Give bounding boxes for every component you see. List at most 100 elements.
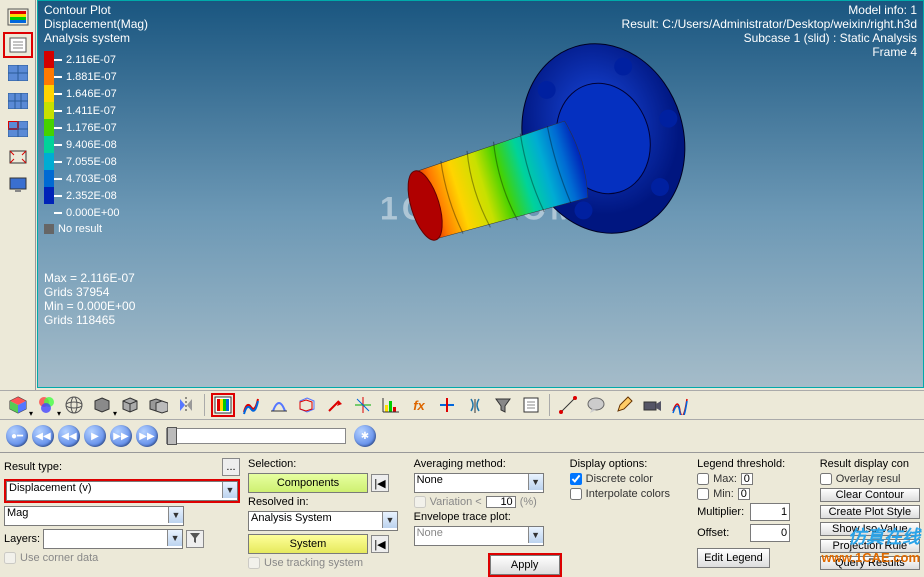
anim-next-frame-icon[interactable]: ▶▶: [136, 425, 158, 447]
legend-row: 1.881E-07: [44, 68, 120, 85]
envelope-select[interactable]: None: [414, 526, 544, 546]
legend-max-checkbox[interactable]: Max:: [697, 473, 812, 485]
anim-forward-icon[interactable]: ▶▶: [110, 425, 132, 447]
legend-row: 9.406E-08: [44, 136, 120, 153]
deform-icon[interactable]: [267, 393, 291, 417]
envelope-label: Envelope trace plot:: [414, 511, 562, 523]
system-button[interactable]: System: [248, 534, 368, 554]
antenna-icon[interactable]: [463, 393, 487, 417]
rendered-model: [378, 41, 698, 301]
footer-brand: 仿真在线: [848, 523, 920, 549]
slider-thumb[interactable]: [167, 427, 177, 445]
viewport-3d[interactable]: Contour Plot Displacement(Mag) Analysis …: [37, 0, 924, 388]
tensor-icon[interactable]: [351, 393, 375, 417]
result-display-label: Result display con: [820, 458, 920, 470]
legend-tick: [54, 76, 62, 78]
max-grids-label: Grids 37954: [44, 285, 135, 299]
legend-swatch: [44, 102, 54, 119]
vt-grid-3-icon[interactable]: [3, 88, 33, 114]
interpolate-colors-checkbox[interactable]: Interpolate colors: [570, 488, 689, 500]
vt-contour-icon[interactable]: [3, 4, 33, 30]
resolved-in-select[interactable]: Analysis System: [248, 511, 398, 531]
cube-rgb-icon[interactable]: ▾: [6, 393, 30, 417]
legend-row: 1.411E-07: [44, 102, 120, 119]
vt-monitor-icon[interactable]: [3, 172, 33, 198]
measure-icon[interactable]: [556, 393, 580, 417]
legend-swatch: [44, 153, 54, 170]
iso-cube-icon[interactable]: [118, 393, 142, 417]
result-type-label: Result type:: [4, 461, 62, 473]
rgb-circles-icon[interactable]: ▾: [34, 393, 58, 417]
use-corner-checkbox[interactable]: Use corner data: [4, 552, 240, 564]
chat-icon[interactable]: [584, 393, 608, 417]
variation-input[interactable]: [486, 496, 516, 508]
multiplier-input[interactable]: [750, 503, 790, 521]
anim-prev-frame-icon[interactable]: ◀◀: [32, 425, 54, 447]
fx-icon[interactable]: fx: [407, 393, 431, 417]
result-type-select[interactable]: Displacement (v): [6, 481, 238, 501]
averaging-select[interactable]: None: [414, 473, 544, 493]
legend-swatch: [44, 85, 54, 102]
edit-legend-button[interactable]: Edit Legend: [697, 548, 770, 568]
vt-page-icon[interactable]: [3, 32, 33, 58]
offset-input[interactable]: [750, 524, 790, 542]
legend-min-input[interactable]: [738, 488, 750, 500]
resolved-in-label: Resolved in:: [248, 496, 406, 508]
variation-checkbox[interactable]: Variation <(%): [414, 496, 562, 508]
selection-label: Selection:: [248, 458, 406, 470]
anim-start-icon[interactable]: ●━: [6, 425, 28, 447]
use-tracking-checkbox[interactable]: Use tracking system: [248, 557, 406, 569]
no-result-label: No result: [58, 223, 102, 235]
legend-value: 1.411E-07: [66, 105, 116, 117]
edit-icon[interactable]: [612, 393, 636, 417]
system-prev-button[interactable]: |◀: [371, 535, 389, 553]
camera-icon[interactable]: [640, 393, 664, 417]
animation-slider[interactable]: [166, 428, 346, 444]
notes-icon[interactable]: [519, 393, 543, 417]
result-component-select[interactable]: Mag: [4, 506, 184, 526]
vector-icon[interactable]: [323, 393, 347, 417]
apply-button[interactable]: Apply: [490, 555, 560, 575]
clear-contour-button[interactable]: Clear Contour: [820, 488, 920, 502]
legend-value: 1.881E-07: [66, 71, 117, 83]
mirror-icon[interactable]: [174, 393, 198, 417]
viewport-header-left: Contour Plot Displacement(Mag) Analysis …: [44, 3, 148, 45]
cross-plot-icon[interactable]: [435, 393, 459, 417]
contour-result-icon[interactable]: [211, 393, 235, 417]
horizontal-toolbar: ▾ ▾ ▾ fx: [0, 390, 924, 420]
legend-swatch: [44, 170, 54, 187]
split-cube-icon[interactable]: [146, 393, 170, 417]
curve2-icon[interactable]: [668, 393, 692, 417]
wireframe-icon[interactable]: [62, 393, 86, 417]
overlay-checkbox[interactable]: Overlay resul: [820, 473, 920, 485]
filter-icon[interactable]: [491, 393, 515, 417]
create-plot-style-button[interactable]: Create Plot Style: [820, 505, 920, 519]
anim-settings-icon[interactable]: ✱: [354, 425, 376, 447]
shaded-cube-icon[interactable]: ▾: [90, 393, 114, 417]
min-label: Min = 0.000E+00: [44, 299, 135, 313]
legend-value: 2.352E-08: [66, 190, 117, 202]
vt-grid-blue-icon[interactable]: [3, 60, 33, 86]
discrete-color-checkbox[interactable]: Discrete color: [570, 473, 689, 485]
selection-prev-button[interactable]: |◀: [371, 474, 389, 492]
legend-tick: [54, 178, 62, 180]
result-minmax-info: Max = 2.116E-07 Grids 37954 Min = 0.000E…: [44, 271, 135, 327]
vt-expand-icon[interactable]: [3, 144, 33, 170]
vt-grid-hl-icon[interactable]: [3, 116, 33, 142]
layers-filter-button[interactable]: [186, 530, 204, 548]
deform-cube-icon[interactable]: [295, 393, 319, 417]
anim-play-icon[interactable]: ▶: [84, 425, 106, 447]
layers-select[interactable]: [43, 529, 183, 549]
multiplier-label: Multiplier:: [697, 506, 747, 518]
result-type-more-button[interactable]: ...: [222, 458, 240, 476]
legend-value: 9.406E-08: [66, 139, 117, 151]
anim-rewind-icon[interactable]: ◀◀: [58, 425, 80, 447]
legend-row: 1.646E-07: [44, 85, 120, 102]
legend-value: 7.055E-08: [66, 156, 117, 168]
max-label: Max = 2.116E-07: [44, 271, 135, 285]
iso-result-icon[interactable]: [239, 393, 263, 417]
legend-max-input[interactable]: [741, 473, 753, 485]
components-button[interactable]: Components: [248, 473, 368, 493]
legend-min-checkbox[interactable]: Min:: [697, 488, 812, 500]
graph-icon[interactable]: [379, 393, 403, 417]
